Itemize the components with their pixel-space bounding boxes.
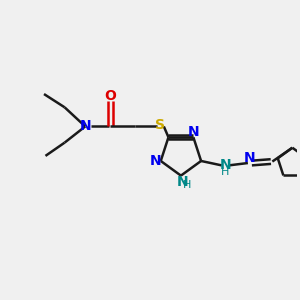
Text: N: N bbox=[80, 119, 91, 134]
Text: H: H bbox=[220, 167, 229, 177]
Text: O: O bbox=[104, 89, 116, 103]
Text: N: N bbox=[177, 175, 188, 189]
Text: N: N bbox=[188, 125, 200, 139]
Text: N: N bbox=[150, 154, 161, 168]
Text: N: N bbox=[219, 158, 231, 172]
Text: H: H bbox=[183, 180, 192, 190]
Text: N: N bbox=[244, 151, 255, 165]
Text: S: S bbox=[155, 118, 165, 132]
